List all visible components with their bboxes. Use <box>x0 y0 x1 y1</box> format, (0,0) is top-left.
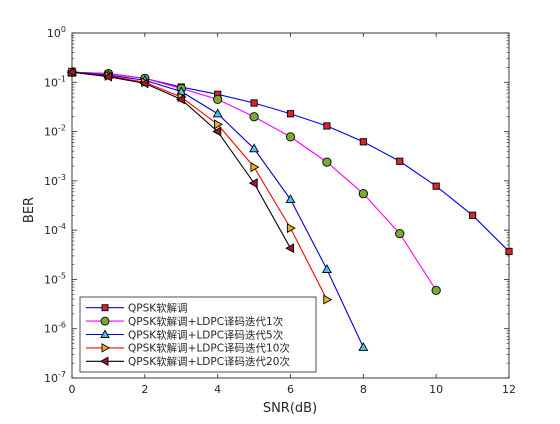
data-point <box>250 99 258 107</box>
series-line <box>71 71 328 300</box>
y-tick-label: 10-2 <box>44 124 66 139</box>
y-tick-label: 100 <box>47 25 66 40</box>
y-axis-label: BER <box>22 197 37 223</box>
data-point <box>358 341 369 351</box>
y-tick-exponent: -7 <box>58 370 66 379</box>
y-tick-label: 10-4 <box>44 222 66 237</box>
data-point <box>432 182 440 190</box>
legend-marker <box>99 356 109 367</box>
data-point <box>66 67 76 78</box>
data-point <box>359 138 367 146</box>
y-tick-exponent: -6 <box>58 321 66 330</box>
y-tick-exponent: -3 <box>58 173 66 182</box>
data-point <box>322 157 332 167</box>
data-point <box>249 112 259 122</box>
legend-label: QPSK软解调+LDPC译码迭代20次 <box>128 355 290 368</box>
data-point <box>468 211 477 219</box>
y-tick-exponent: 0 <box>61 25 66 34</box>
data-point <box>395 228 405 239</box>
data-point <box>286 110 295 118</box>
y-tick-base: 10 <box>44 224 58 237</box>
data-point <box>323 122 331 130</box>
data-point <box>285 243 295 254</box>
data-point <box>285 132 296 142</box>
data-point <box>103 71 113 82</box>
data-point <box>358 189 368 199</box>
data-point <box>285 194 296 204</box>
legend-label: QPSK软解调+LDPC译码迭代5次 <box>128 328 284 341</box>
legend-marker <box>101 304 109 312</box>
data-point <box>396 157 404 165</box>
x-tick-label: 8 <box>360 383 367 396</box>
x-tick-label: 10 <box>429 383 443 396</box>
y-tick-label: 10-6 <box>44 321 66 336</box>
y-tick-base: 10 <box>44 175 58 188</box>
legend-entry: QPSK软解调+LDPC译码迭代10次 <box>86 342 290 355</box>
data-point <box>139 78 149 89</box>
legend-marker <box>100 316 110 326</box>
data-point <box>250 162 260 173</box>
y-tick-exponent: -1 <box>58 74 66 83</box>
data-point <box>286 223 296 234</box>
y-tick-exponent: -2 <box>58 124 66 133</box>
y-tick-base: 10 <box>44 126 58 139</box>
data-point <box>505 247 513 256</box>
data-point <box>321 264 332 273</box>
x-tick-label: 2 <box>141 383 148 396</box>
legend-entry: QPSK软解调+LDPC译码迭代5次 <box>86 328 284 341</box>
x-tick-label: 4 <box>214 383 221 396</box>
y-tick-base: 10 <box>44 372 58 385</box>
legend-entry: QPSK软解调 <box>86 302 188 315</box>
legend: QPSK软解调QPSK软解调+LDPC译码迭代1次QPSK软解调+LDPC译码迭… <box>79 296 317 373</box>
x-tick-label: 12 <box>502 383 516 396</box>
series-layer <box>66 66 513 351</box>
data-point <box>212 126 222 137</box>
y-tick-label: 10-5 <box>44 271 66 286</box>
data-point <box>249 143 260 153</box>
legend-entry: QPSK软解调+LDPC译码迭代20次 <box>86 355 290 368</box>
data-point <box>213 94 223 105</box>
y-tick-exponent: -4 <box>58 222 66 231</box>
data-point <box>212 108 223 118</box>
series-5 <box>66 67 295 254</box>
legend-marker <box>100 329 110 338</box>
legend-label: QPSK软解调+LDPC译码迭代10次 <box>128 342 290 355</box>
y-tick-exponent: -5 <box>58 271 66 280</box>
x-axis-label: SNR(dB) <box>263 401 317 416</box>
data-point <box>248 178 258 189</box>
x-tick-label: 6 <box>287 383 294 396</box>
y-tick-label: 10-7 <box>44 370 66 385</box>
legend-label: QPSK软解调+LDPC译码迭代1次 <box>128 315 284 328</box>
y-tick-base: 10 <box>47 27 61 40</box>
y-tick-base: 10 <box>44 323 58 336</box>
y-tick-label: 10-1 <box>44 74 66 89</box>
y-tick-base: 10 <box>44 76 58 89</box>
x-tick-label: 0 <box>69 383 76 396</box>
legend-label: QPSK软解调 <box>128 302 188 315</box>
data-point <box>323 294 333 305</box>
data-point <box>431 285 441 296</box>
data-point <box>214 119 224 130</box>
y-tick-base: 10 <box>44 273 58 286</box>
legend-entry: QPSK软解调+LDPC译码迭代1次 <box>86 315 284 328</box>
y-tick-label: 10-3 <box>44 173 66 188</box>
data-point <box>175 94 185 105</box>
legend-marker <box>101 343 111 353</box>
